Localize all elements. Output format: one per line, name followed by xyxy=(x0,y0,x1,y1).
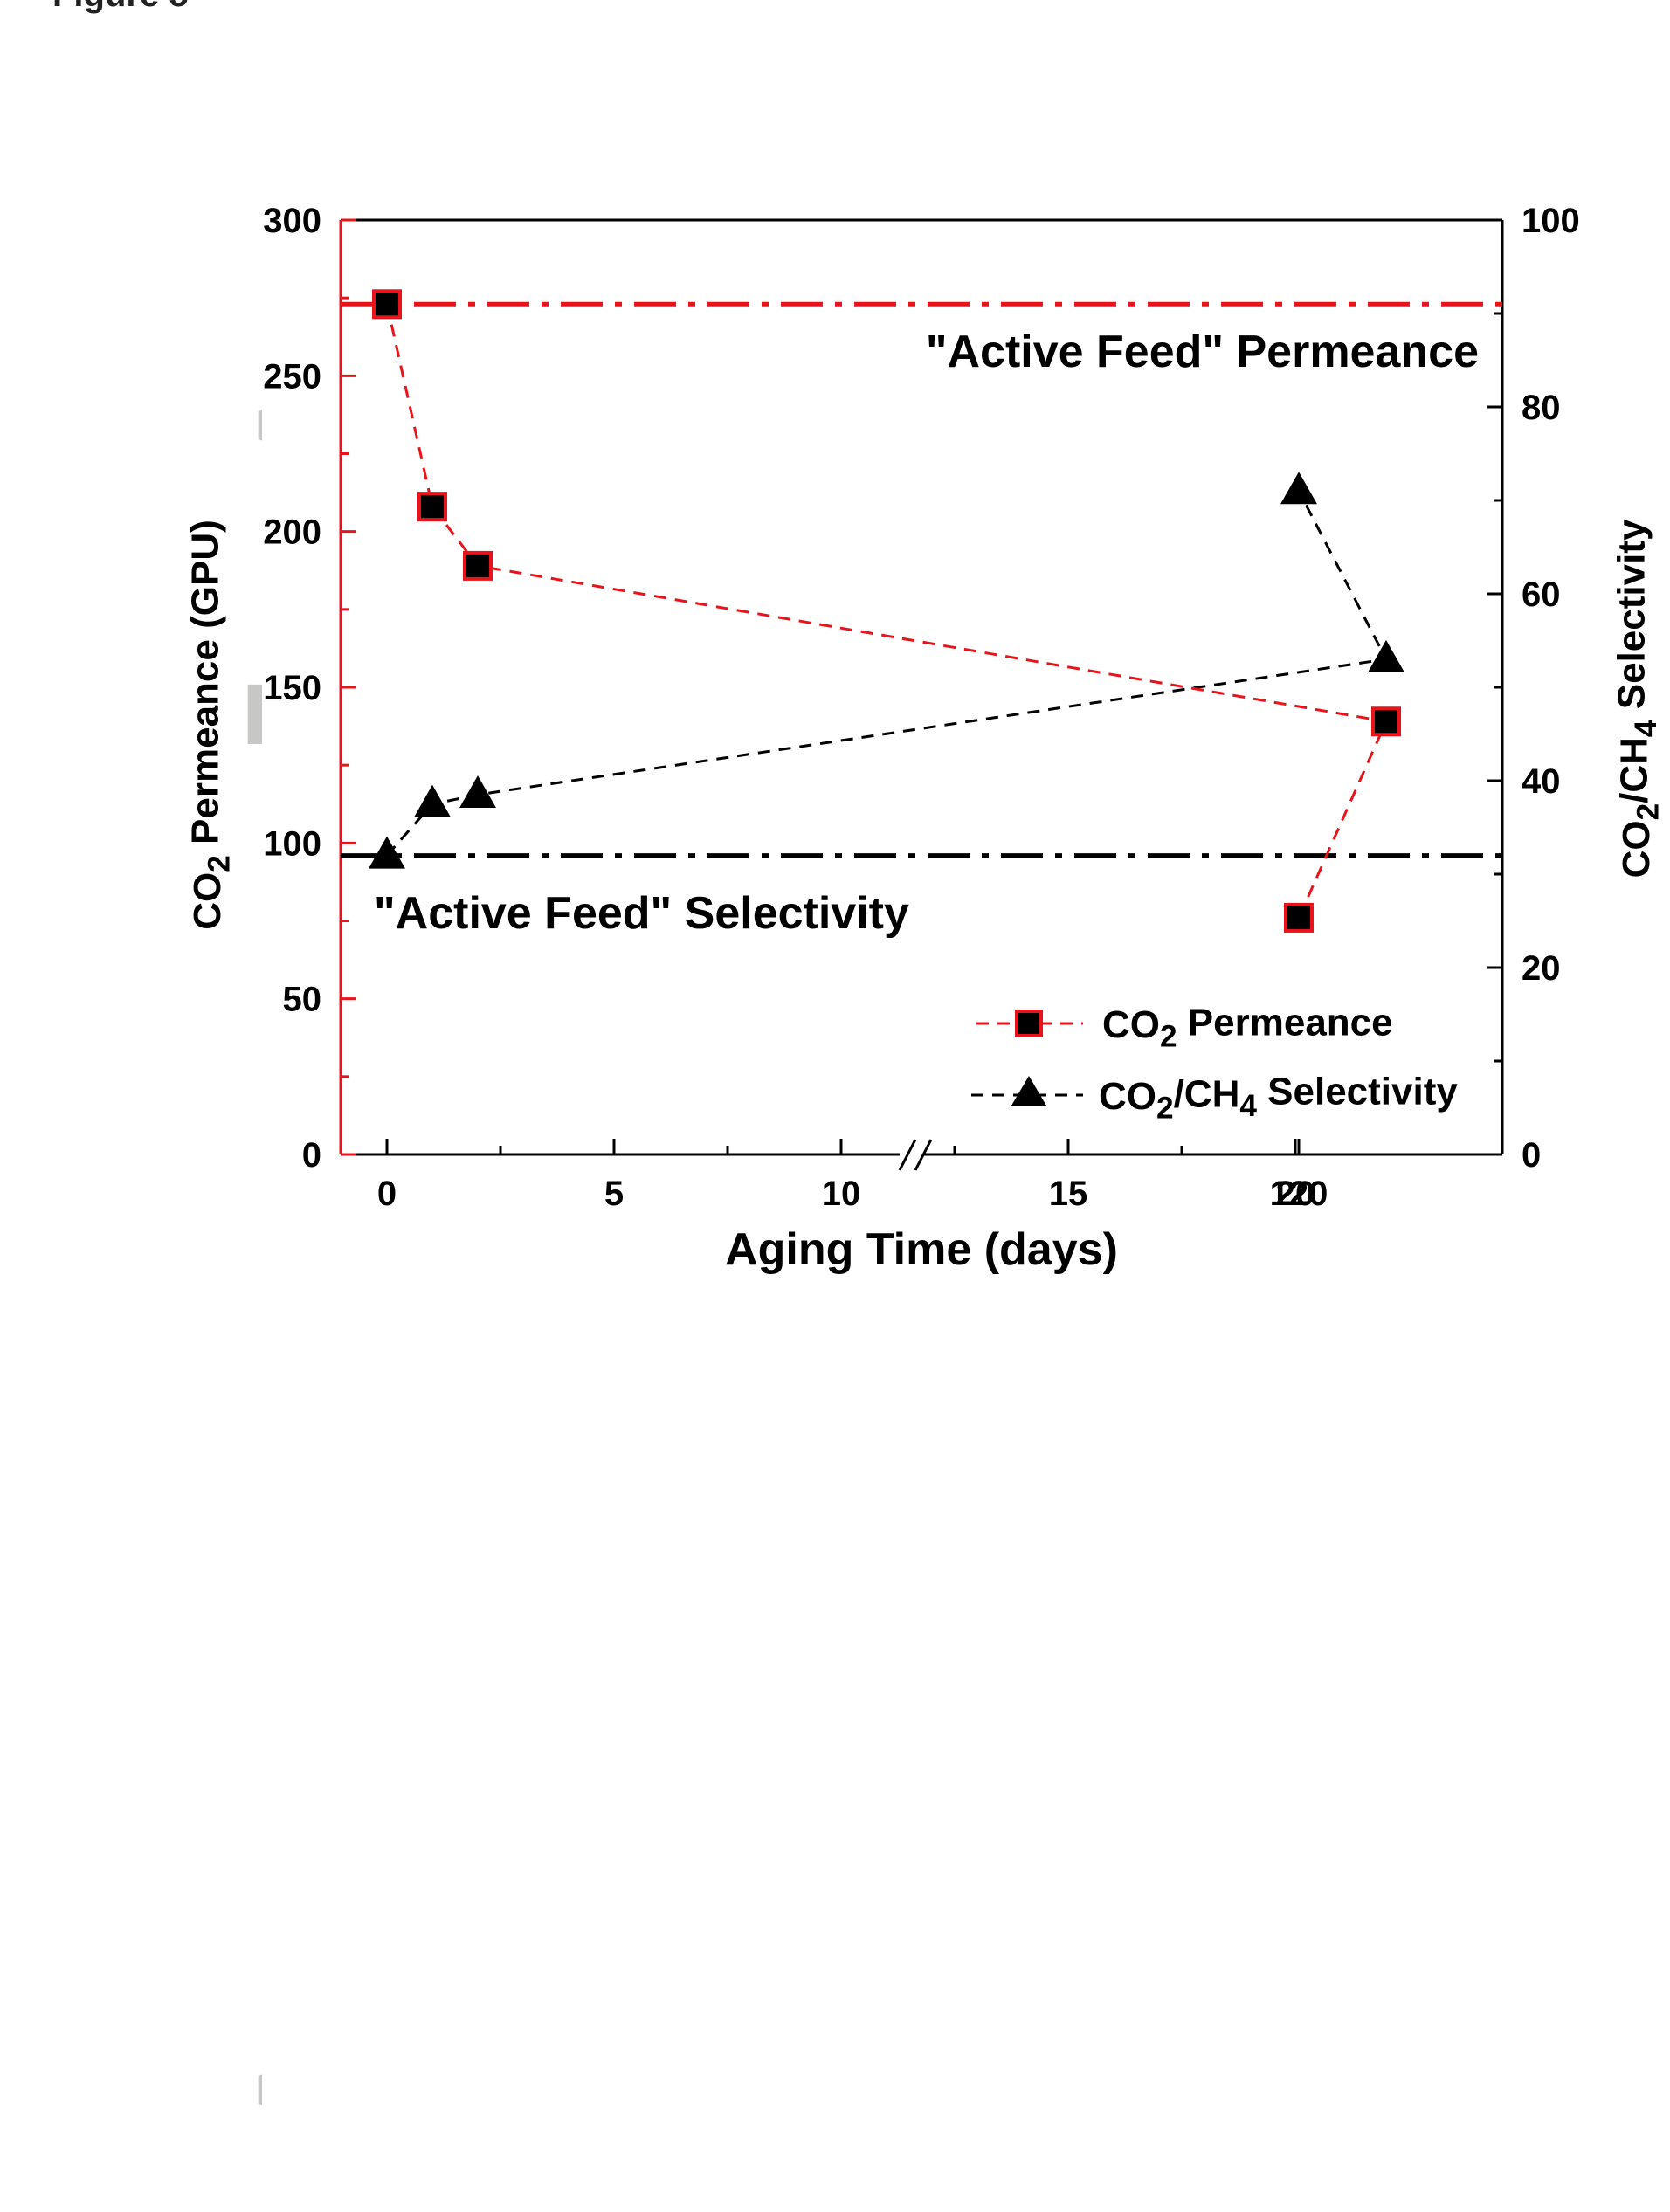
left-tick-label: 200 xyxy=(263,513,321,552)
right-axis-title-part: Selectivity xyxy=(1611,519,1653,720)
x-tick-label: 120 xyxy=(1270,1175,1328,1213)
selectivity-point xyxy=(459,775,496,809)
legend-label-selectivity: CO2/CH4 Selectivity xyxy=(1099,1071,1458,1126)
left-axis-title-part: 2 xyxy=(203,855,237,872)
left-axis-title-part: CO xyxy=(186,872,229,930)
permeance-point xyxy=(463,550,493,581)
right-tick-label: 80 xyxy=(1522,389,1561,427)
legend-marker-permeance xyxy=(1015,1010,1043,1037)
permeance-point xyxy=(418,492,447,522)
left-axis-title: CO2 Permeance (GPU) xyxy=(183,520,236,930)
axis-break-mark xyxy=(898,1139,917,1171)
legend-label-selectivity-part: 4 xyxy=(1239,1089,1257,1123)
x-tick-label: 0 xyxy=(377,1175,397,1213)
reference-lines-group xyxy=(341,301,1502,858)
legend-label-permeance: CO2 Permeance xyxy=(1102,1001,1393,1053)
legend-label-selectivity-part: 2 xyxy=(1156,1092,1174,1126)
series-line-selectivity xyxy=(385,490,1389,857)
right-axis-title-part: 2 xyxy=(1632,803,1666,821)
selectivity-point xyxy=(1368,639,1404,672)
selectivity-point xyxy=(414,784,451,817)
legend-label-permeance-part: 2 xyxy=(1160,1020,1177,1054)
selectivity-point xyxy=(369,836,405,869)
left-tick-label: 100 xyxy=(263,824,321,863)
series-line-permeance xyxy=(385,303,1389,919)
legend-label-selectivity-part: CO xyxy=(1099,1075,1156,1118)
left-tick-label: 0 xyxy=(302,1136,321,1175)
reference-label-permeance: "Active Feed" Permeance xyxy=(926,327,1479,377)
legend-label-selectivity-part: /CH xyxy=(1174,1072,1240,1115)
permeance-point xyxy=(1371,706,1401,737)
right-axis-title-part: CO xyxy=(1615,820,1658,878)
right-tick-label: 100 xyxy=(1522,202,1580,240)
right-tick-label: 20 xyxy=(1522,949,1561,988)
legend-label-permeance-part: Permeance xyxy=(1177,1001,1393,1044)
left-tick-label: 300 xyxy=(263,202,321,240)
series-group xyxy=(369,289,1404,933)
right-axis-title-part: 4 xyxy=(1629,720,1663,737)
legend-label-permeance-part: CO xyxy=(1102,1003,1160,1046)
right-tick-label: 0 xyxy=(1522,1136,1541,1175)
axes-group xyxy=(339,218,1504,1171)
axis-break-mark xyxy=(914,1139,933,1171)
x-tick-label: 10 xyxy=(822,1175,861,1213)
x-tick-label: 15 xyxy=(1049,1175,1088,1213)
reference-label-selectivity: "Active Feed" Selectivity xyxy=(374,888,909,939)
right-axis-title-part: /CH xyxy=(1612,737,1655,803)
right-axis-title: CO2/CH4 Selectivity xyxy=(1611,519,1666,878)
left-axis-title-part: Permeance (GPU) xyxy=(183,520,226,855)
x-tick-label: 20 xyxy=(1276,1175,1315,1213)
left-tick-label: 250 xyxy=(263,357,321,396)
x-axis-title: Aging Time (days) xyxy=(725,1224,1118,1275)
right-tick-label: 40 xyxy=(1522,762,1561,801)
selectivity-point xyxy=(1280,472,1317,505)
left-tick-label: 50 xyxy=(283,981,322,1019)
legend-label-selectivity-part: Selectivity xyxy=(1257,1071,1458,1113)
figure-label: Figure 5 xyxy=(52,0,189,15)
permeance-point xyxy=(1284,902,1314,933)
left-tick-label: 150 xyxy=(263,669,321,707)
right-tick-label: 60 xyxy=(1522,575,1561,614)
x-tick-label: 5 xyxy=(604,1175,624,1213)
legend-marker-selectivity xyxy=(1011,1076,1046,1106)
permeance-point xyxy=(372,289,402,320)
